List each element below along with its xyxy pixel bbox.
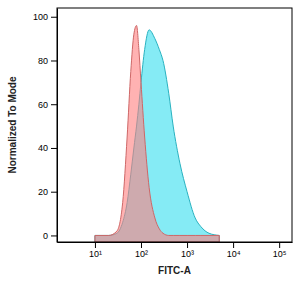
x-axis-line: [58, 242, 293, 243]
y-tick: 40: [38, 143, 57, 153]
y-tick-mark: [51, 148, 57, 149]
y-tick-mark: [51, 235, 57, 236]
y-tick-mark: [51, 104, 57, 105]
y-tick-mark: [51, 60, 57, 61]
x-tick-mark: [279, 242, 280, 248]
y-tick-mark: [51, 17, 57, 18]
histogram-area: [95, 30, 219, 242]
x-axis-title: FITC-A: [158, 265, 191, 276]
chart: 10¹ 10² 10³ 10⁴ 10⁵ 0 20 40 60 80 100 FITC-A Normali…: [0, 0, 300, 282]
y-tick-mark: [51, 192, 57, 193]
x-tick-label: 10⁴: [227, 249, 241, 259]
x-tick: 10¹: [89, 242, 102, 259]
y-axis-line: [57, 9, 58, 243]
plot-frame: [57, 8, 292, 242]
y-tick-label: 0: [43, 231, 48, 241]
x-tick: 10²: [135, 242, 148, 259]
x-tick-label: 10²: [135, 249, 148, 259]
y-axis: 0 20 40 60 80 100: [33, 9, 58, 243]
y-tick-label: 100: [33, 12, 48, 22]
x-tick-label: 10³: [181, 249, 194, 259]
marks: [95, 25, 219, 242]
x-tick-label: 10¹: [89, 249, 102, 259]
x-tick-label: 10⁵: [273, 249, 287, 259]
y-tick-label: 80: [38, 56, 48, 66]
y-tick-label: 40: [38, 143, 48, 153]
y-tick-label: 60: [38, 100, 48, 110]
x-axis: 10¹ 10² 10³ 10⁴ 10⁵: [58, 242, 293, 259]
plot: 10¹ 10² 10³ 10⁴ 10⁵ 0 20 40 60 80 100: [33, 8, 293, 259]
y-axis-title: Normalized To Mode: [7, 76, 18, 173]
x-tick-mark: [187, 242, 188, 248]
x-tick-mark: [95, 242, 96, 248]
x-tick-mark: [233, 242, 234, 248]
x-tick-mark: [141, 242, 142, 248]
histogram-area: [95, 25, 219, 242]
x-tick: 10⁴: [227, 242, 241, 259]
x-tick: 10⁵: [273, 242, 287, 259]
y-tick: 20: [38, 187, 57, 197]
x-tick: 10³: [181, 242, 194, 259]
y-tick: 0: [43, 231, 57, 241]
y-tick: 100: [33, 12, 57, 22]
y-tick-label: 20: [38, 187, 48, 197]
y-tick: 60: [38, 100, 57, 110]
y-tick: 80: [38, 56, 57, 66]
